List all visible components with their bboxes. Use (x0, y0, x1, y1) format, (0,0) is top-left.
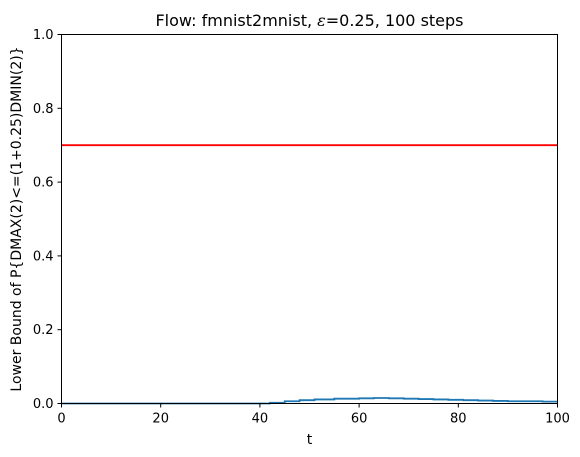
y-tick-label: 0.8 (33, 102, 54, 117)
x-tick-label: 80 (450, 412, 467, 427)
x-tick-label: 60 (351, 412, 368, 427)
chart-title-symbol: ε (317, 11, 326, 30)
x-tick-label: 40 (252, 412, 269, 427)
x-tick-label: 100 (545, 412, 570, 427)
chart-title: Flow: fmnist2mnist, ε=0.25, 100 steps (155, 11, 463, 30)
y-tick-label: 0.2 (33, 323, 54, 338)
y-tick-label: 0.6 (33, 176, 54, 191)
series-line (61, 397, 558, 405)
chart-title-prefix: Flow: fmnist2mnist, (155, 11, 317, 30)
chart-title-suffix: =0.25, 100 steps (326, 11, 464, 30)
y-tick-label: 0.4 (33, 249, 54, 264)
x-tick-label: 0 (57, 412, 65, 427)
y-tick-label: 1.0 (33, 28, 54, 43)
x-axis-label: t (307, 432, 313, 448)
y-axis-label: Lower Bound of P{DMAX(2)<=(1+0.25)DMIN(2… (9, 46, 25, 391)
y-tick-label: 0.0 (33, 397, 54, 412)
x-axis: 0 20 40 60 80 100 (57, 403, 570, 427)
plot-area (61, 144, 558, 405)
x-tick-label: 20 (152, 412, 169, 427)
plot-frame (61, 34, 558, 404)
y-axis: 0.0 0.2 0.4 0.6 0.8 1.0 (33, 28, 62, 412)
